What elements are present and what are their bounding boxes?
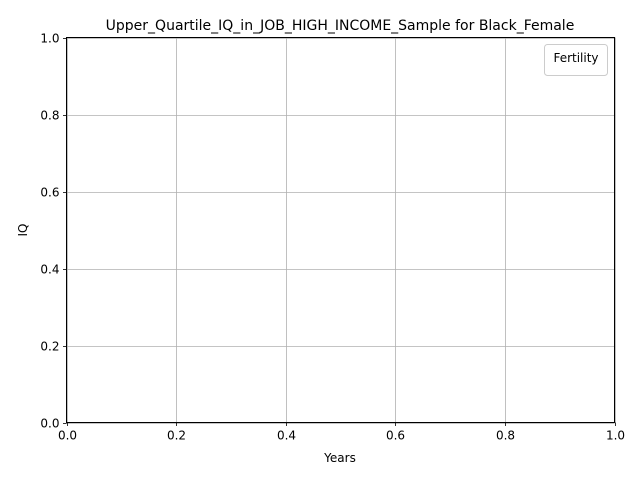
y-tick-label: 0.0 xyxy=(40,417,59,431)
legend-title: Fertility xyxy=(553,51,598,65)
x-tick-label: 0.8 xyxy=(496,429,515,443)
y-tick-label: 0.2 xyxy=(40,340,59,354)
chart-title: Upper_Quartile_IQ_in_JOB_HIGH_INCOME_Sam… xyxy=(106,18,575,34)
x-tick-label: 0.6 xyxy=(386,429,405,443)
legend: Fertility xyxy=(544,44,608,76)
x-tick-label: 0.4 xyxy=(277,429,296,443)
y-tick-label: 0.4 xyxy=(40,263,59,277)
y-tick-label: 0.6 xyxy=(40,186,59,200)
y-tick-label: 1.0 xyxy=(40,32,59,46)
y-axis: 0.0 0.2 0.4 0.6 0.8 1.0 xyxy=(40,32,67,431)
x-axis: 0.0 0.2 0.4 0.6 0.8 1.0 xyxy=(58,422,625,443)
plot-frame xyxy=(66,37,615,423)
y-tick-label: 0.8 xyxy=(40,109,59,123)
x-tick-label: 0.2 xyxy=(167,429,186,443)
legend-box xyxy=(544,44,608,76)
y-axis-label: IQ xyxy=(16,224,30,237)
x-tick-label: 1.0 xyxy=(606,429,625,443)
x-axis-label: Years xyxy=(323,451,356,465)
grid xyxy=(66,37,616,424)
x-tick-label: 0.0 xyxy=(58,429,77,443)
